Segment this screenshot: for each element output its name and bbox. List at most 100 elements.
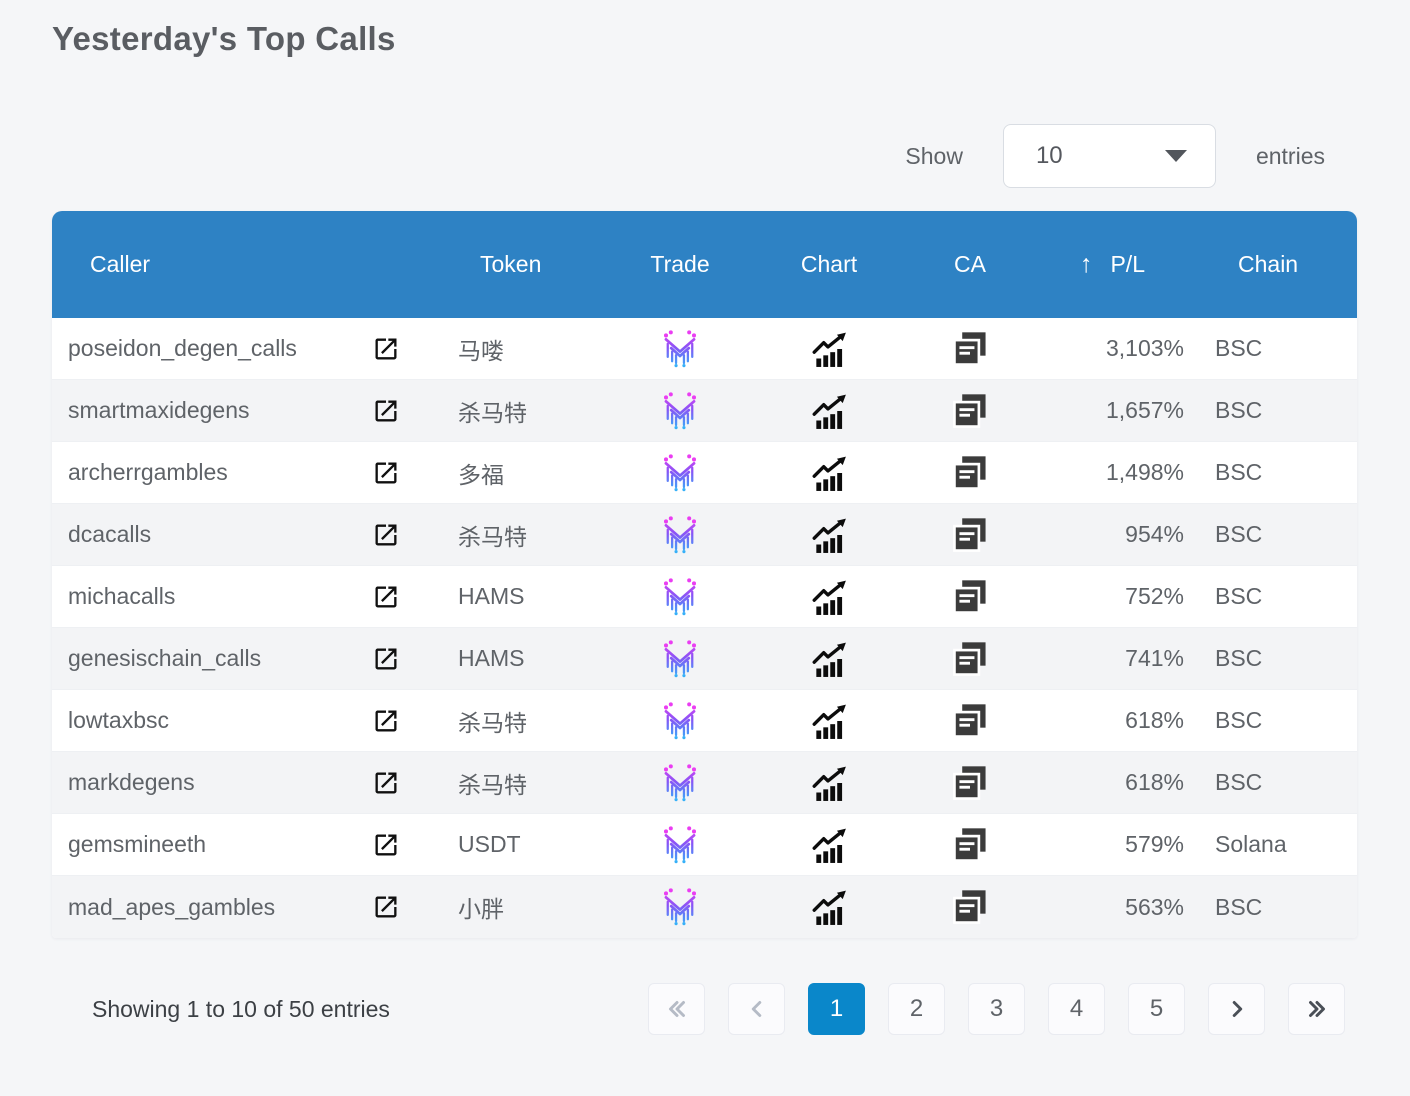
caller-name: dcacalls bbox=[68, 521, 152, 547]
column-header-token[interactable]: Token bbox=[480, 251, 542, 277]
open-in-new-icon[interactable] bbox=[372, 831, 400, 859]
trade-bot-icon[interactable] bbox=[659, 824, 701, 866]
chart-icon[interactable] bbox=[810, 888, 848, 926]
table-row: michacalls HAMS bbox=[52, 566, 1357, 628]
caller-name: genesischain_calls bbox=[68, 645, 262, 671]
table-row: mad_apes_gambles 小胖 bbox=[52, 876, 1357, 938]
page-size-value: 10 bbox=[1035, 142, 1063, 169]
chevron-left-icon bbox=[744, 996, 770, 1022]
table-row: genesischain_calls HAMS bbox=[52, 628, 1357, 690]
page-button-4[interactable]: 4 bbox=[1048, 983, 1105, 1035]
column-header-chain[interactable]: Chain bbox=[1238, 251, 1299, 277]
last-page-button[interactable] bbox=[1288, 983, 1345, 1035]
token-name: USDT bbox=[458, 831, 521, 857]
caller-name: gemsmineeth bbox=[68, 831, 207, 857]
trade-bot-icon[interactable] bbox=[659, 514, 701, 556]
chain-name: BSC bbox=[1215, 335, 1263, 361]
column-header-trade[interactable]: Trade bbox=[650, 251, 710, 277]
token-name: 马喽 bbox=[458, 337, 504, 364]
copy-contract-icon[interactable] bbox=[950, 577, 990, 617]
chart-icon[interactable] bbox=[810, 578, 848, 616]
pagination: 1 2 3 4 5 bbox=[648, 983, 1345, 1035]
pl-value: 1,657% bbox=[1105, 397, 1184, 423]
chart-icon[interactable] bbox=[810, 330, 848, 368]
copy-contract-icon[interactable] bbox=[950, 701, 990, 741]
open-in-new-icon[interactable] bbox=[372, 459, 400, 487]
token-name: 杀马特 bbox=[458, 523, 527, 550]
token-name: 多福 bbox=[458, 461, 504, 488]
table-row: dcacalls 杀马特 bbox=[52, 504, 1357, 566]
page-title: Yesterday's Top Calls bbox=[52, 20, 396, 57]
chevron-down-icon bbox=[1164, 150, 1187, 162]
trade-bot-icon[interactable] bbox=[659, 576, 701, 618]
token-name: 小胖 bbox=[458, 896, 504, 922]
trade-bot-icon[interactable] bbox=[659, 390, 701, 432]
trade-bot-icon[interactable] bbox=[659, 452, 701, 494]
pl-value: 618% bbox=[1125, 707, 1184, 733]
chart-icon[interactable] bbox=[810, 516, 848, 554]
column-header-ca[interactable]: CA bbox=[954, 251, 986, 277]
pl-value: 954% bbox=[1125, 521, 1184, 547]
double-chevron-left-icon bbox=[664, 996, 690, 1022]
chain-name: BSC bbox=[1215, 769, 1263, 795]
pl-value: 741% bbox=[1125, 645, 1184, 671]
open-in-new-icon[interactable] bbox=[372, 707, 400, 735]
trade-bot-icon[interactable] bbox=[659, 638, 701, 680]
copy-contract-icon[interactable] bbox=[950, 391, 990, 431]
table-row: gemsmineeth USDT bbox=[52, 814, 1357, 876]
caller-name: lowtaxbsc bbox=[68, 707, 169, 733]
copy-contract-icon[interactable] bbox=[950, 887, 990, 927]
chevron-right-icon bbox=[1224, 996, 1250, 1022]
next-page-button[interactable] bbox=[1208, 983, 1265, 1035]
chain-name: BSC bbox=[1215, 893, 1263, 920]
double-chevron-right-icon bbox=[1304, 996, 1330, 1022]
caller-name: poseidon_degen_calls bbox=[68, 335, 297, 361]
first-page-button[interactable] bbox=[648, 983, 705, 1035]
chart-icon[interactable] bbox=[810, 826, 848, 864]
chart-icon[interactable] bbox=[810, 640, 848, 678]
pl-header-label: P/L bbox=[1110, 251, 1145, 277]
page-button-3[interactable]: 3 bbox=[968, 983, 1025, 1035]
chart-icon[interactable] bbox=[810, 764, 848, 802]
trade-bot-icon[interactable] bbox=[659, 762, 701, 804]
open-in-new-icon[interactable] bbox=[372, 893, 400, 921]
previous-page-button[interactable] bbox=[728, 983, 785, 1035]
chart-icon[interactable] bbox=[810, 392, 848, 430]
copy-contract-icon[interactable] bbox=[950, 515, 990, 555]
pl-value: 3,103% bbox=[1105, 335, 1184, 361]
open-in-new-icon[interactable] bbox=[372, 645, 400, 673]
caller-name: michacalls bbox=[68, 583, 176, 609]
page-button-1[interactable]: 1 bbox=[808, 983, 865, 1035]
open-in-new-icon[interactable] bbox=[372, 521, 400, 549]
page-button-5[interactable]: 5 bbox=[1128, 983, 1185, 1035]
open-in-new-icon[interactable] bbox=[372, 335, 400, 363]
trade-bot-icon[interactable] bbox=[659, 328, 701, 370]
chart-icon[interactable] bbox=[810, 702, 848, 740]
table-row: smartmaxidegens 杀马特 bbox=[52, 380, 1357, 442]
page-size-select[interactable]: 10 bbox=[1002, 124, 1216, 188]
copy-contract-icon[interactable] bbox=[950, 825, 990, 865]
pl-value: 752% bbox=[1125, 583, 1184, 609]
open-in-new-icon[interactable] bbox=[372, 397, 400, 425]
open-in-new-icon[interactable] bbox=[372, 769, 400, 797]
copy-contract-icon[interactable] bbox=[950, 639, 990, 679]
trade-bot-icon[interactable] bbox=[659, 700, 701, 742]
trade-bot-icon[interactable] bbox=[659, 886, 701, 928]
open-in-new-icon[interactable] bbox=[372, 583, 400, 611]
chart-icon[interactable] bbox=[810, 454, 848, 492]
column-header-chart[interactable]: Chart bbox=[800, 251, 858, 277]
copy-contract-icon[interactable] bbox=[950, 453, 990, 493]
chain-name: BSC bbox=[1215, 707, 1263, 733]
table-footer: Showing 1 to 10 of 50 entries 1 2 3 4 5 bbox=[52, 983, 1357, 1035]
copy-contract-icon[interactable] bbox=[950, 763, 990, 803]
chain-name: BSC bbox=[1215, 645, 1263, 671]
column-header-caller[interactable]: Caller bbox=[90, 251, 151, 277]
token-name: 杀马特 bbox=[458, 709, 527, 736]
pl-value: 579% bbox=[1125, 831, 1184, 857]
copy-contract-icon[interactable] bbox=[950, 329, 990, 369]
table-body: poseidon_degen_calls 马喽 bbox=[52, 318, 1357, 938]
column-header-pl[interactable]: ↑ P/L bbox=[1037, 251, 1195, 278]
page-button-2[interactable]: 2 bbox=[888, 983, 945, 1035]
chain-name: BSC bbox=[1215, 459, 1263, 485]
token-name: 杀马特 bbox=[458, 771, 527, 798]
